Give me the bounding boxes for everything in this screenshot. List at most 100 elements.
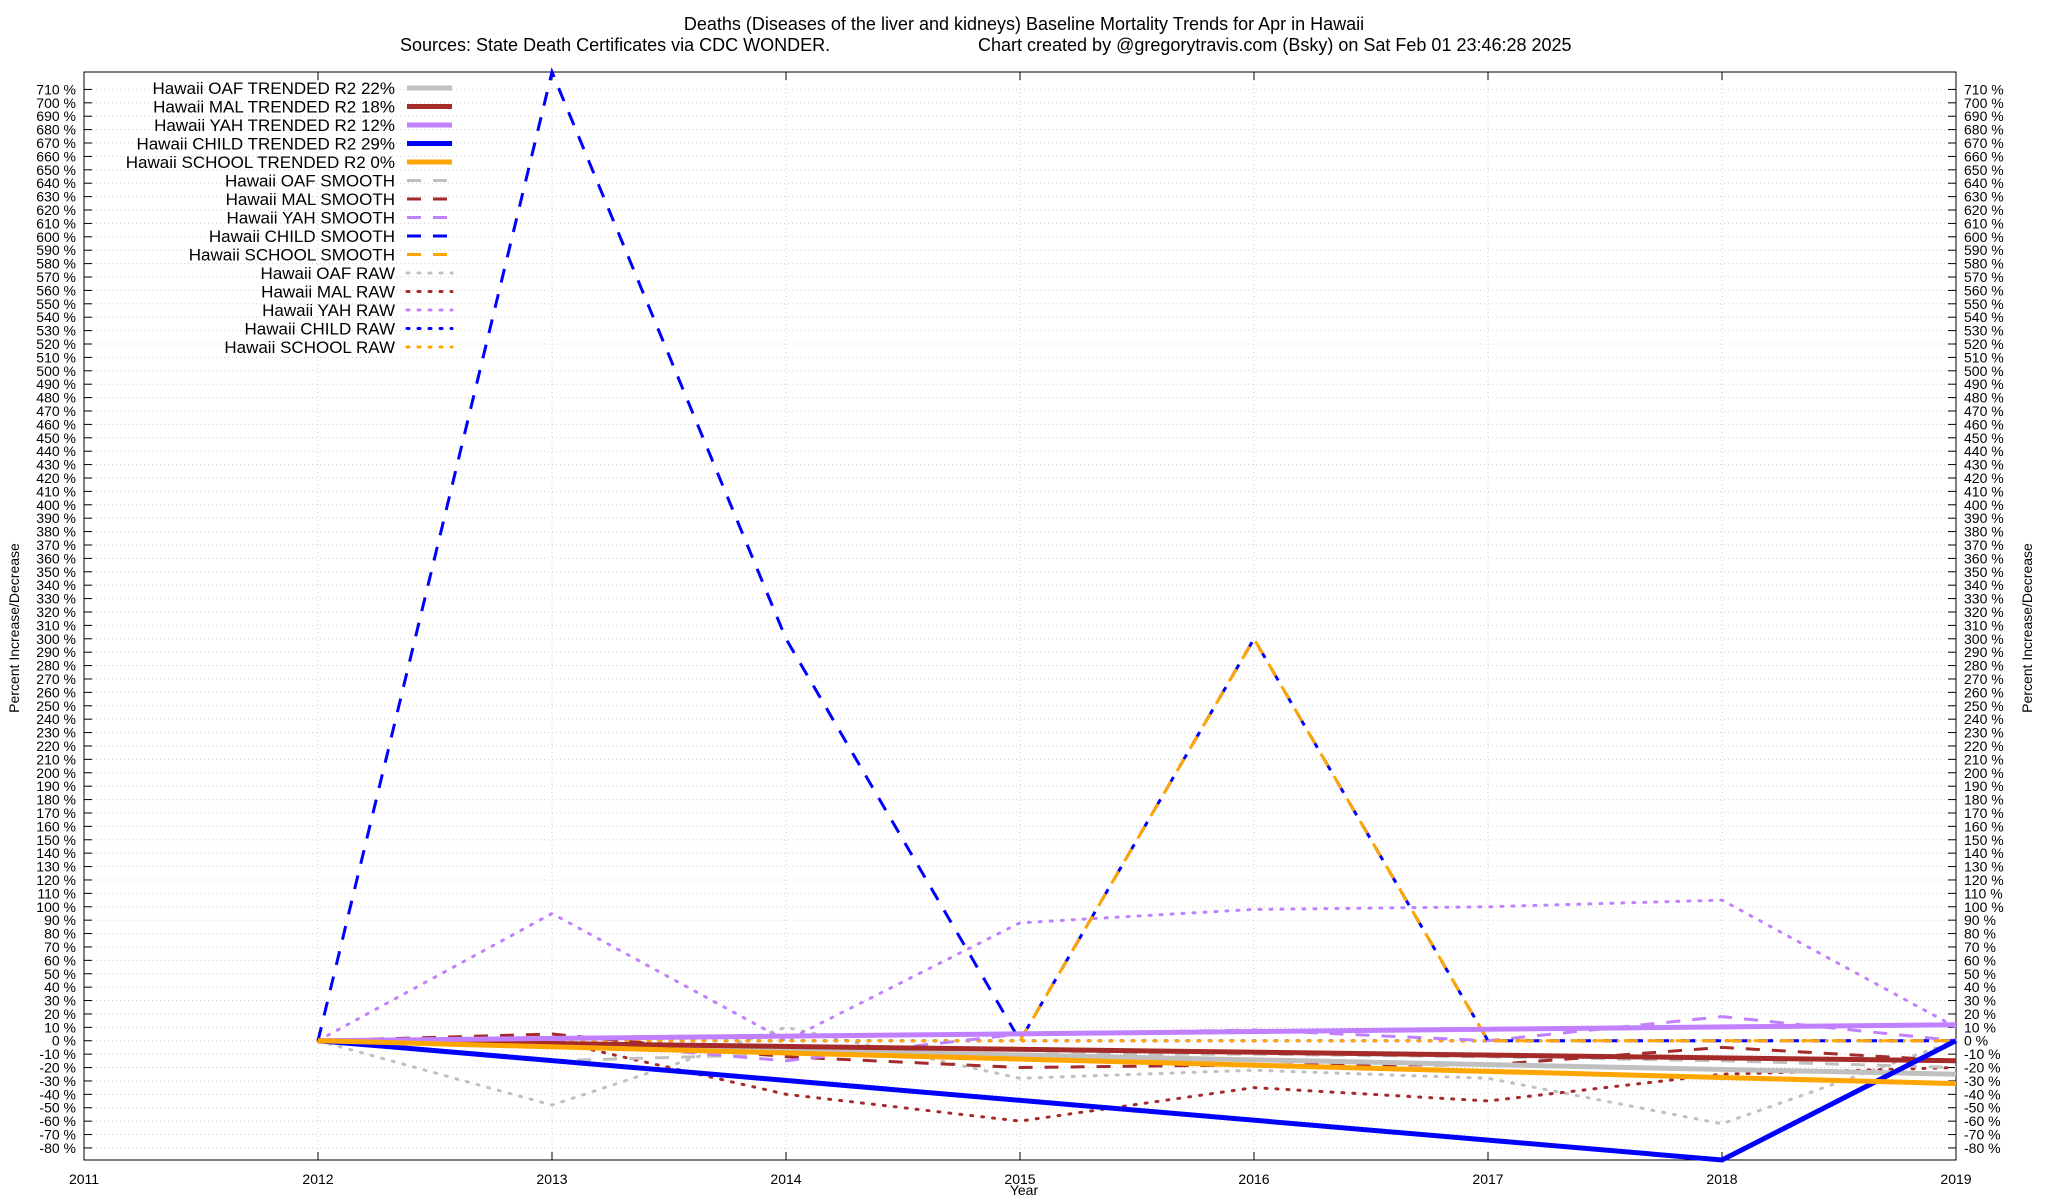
y-tick-label-left: 0 % — [52, 1033, 76, 1049]
series-line-12 — [316, 898, 1958, 1043]
y-tick-label-left: 20 % — [44, 1006, 76, 1022]
y-tick-label-right: 150 % — [1964, 832, 2004, 848]
y-tick-label-right: 80 % — [1964, 926, 1996, 942]
y-tick-label-left: 340 % — [36, 577, 76, 593]
y-tick-label-right: 180 % — [1964, 792, 2004, 808]
series-line-2 — [317, 1022, 1957, 1044]
y-tick-label-right: 290 % — [1964, 644, 2004, 660]
y-tick-label-left: -70 % — [39, 1127, 76, 1143]
legend-entry-label: Hawaii OAF TRENDED R2 22% — [153, 79, 395, 98]
y-tick-label-left: 560 % — [36, 282, 76, 298]
y-tick-label-right: -10 % — [1964, 1046, 2001, 1062]
y-tick-label-right: 550 % — [1964, 296, 2004, 312]
y-tick-label-right: 210 % — [1964, 751, 2004, 767]
y-tick-label-right: -20 % — [1964, 1060, 2001, 1076]
y-tick-label-left: 30 % — [44, 993, 76, 1009]
y-tick-label-right: 560 % — [1964, 282, 2004, 298]
y-tick-label-right: 530 % — [1964, 323, 2004, 339]
y-tick-label-left: 200 % — [36, 765, 76, 781]
y-tick-label-left: 40 % — [44, 979, 76, 995]
y-tick-label-left: 450 % — [36, 430, 76, 446]
y-tick-label-left: 580 % — [36, 256, 76, 272]
y-tick-label-left: 250 % — [36, 698, 76, 714]
y-axis-label-left: Percent Increase/Decrease — [6, 543, 22, 713]
y-tick-label-right: 230 % — [1964, 725, 2004, 741]
y-tick-label-right: 520 % — [1964, 336, 2004, 352]
chart-subtitle-sources: Sources: State Death Certificates via CD… — [400, 35, 830, 55]
y-tick-label-left: 330 % — [36, 591, 76, 607]
y-tick-label-left: 540 % — [36, 309, 76, 325]
y-tick-label-left: 230 % — [36, 725, 76, 741]
y-tick-label-right: 320 % — [1964, 604, 2004, 620]
y-tick-label-left: 630 % — [36, 189, 76, 205]
y-tick-label-right: 220 % — [1964, 738, 2004, 754]
y-tick-label-left: 280 % — [36, 658, 76, 674]
legend-entry-label: Hawaii OAF RAW — [261, 264, 395, 283]
y-tick-label-right: -80 % — [1964, 1140, 2001, 1156]
y-tick-label-left: 590 % — [36, 242, 76, 258]
y-tick-label-left: -20 % — [39, 1060, 76, 1076]
y-tick-label-right: 440 % — [1964, 443, 2004, 459]
y-tick-label-left: 710 % — [36, 81, 76, 97]
y-tick-label-left: 620 % — [36, 202, 76, 218]
y-tick-label-left: 600 % — [36, 229, 76, 245]
y-tick-label-right: 120 % — [1964, 872, 2004, 888]
y-tick-label-left: 640 % — [36, 175, 76, 191]
y-tick-label-right: 300 % — [1964, 631, 2004, 647]
y-tick-label-left: 160 % — [36, 818, 76, 834]
y-tick-label-right: 140 % — [1964, 845, 2004, 861]
x-tick-label: 2019 — [1940, 1171, 1971, 1187]
y-tick-label-left: 690 % — [36, 108, 76, 124]
y-tick-label-left: 190 % — [36, 778, 76, 794]
y-tick-label-right: 420 % — [1964, 470, 2004, 486]
y-tick-label-left: 380 % — [36, 524, 76, 540]
x-tick-label: 2013 — [536, 1171, 567, 1187]
y-tick-label-left: 570 % — [36, 269, 76, 285]
y-tick-label-right: 200 % — [1964, 765, 2004, 781]
y-tick-label-right: 240 % — [1964, 711, 2004, 727]
y-tick-label-right: 660 % — [1964, 148, 2004, 164]
chart-title: Deaths (Diseases of the liver and kidney… — [684, 14, 1364, 34]
y-tick-label-right: -30 % — [1964, 1073, 2001, 1089]
y-tick-label-left: 320 % — [36, 604, 76, 620]
y-tick-label-right: 100 % — [1964, 899, 2004, 915]
y-tick-label-left: 140 % — [36, 845, 76, 861]
y-tick-label-left: 410 % — [36, 483, 76, 499]
y-tick-label-left: 460 % — [36, 416, 76, 432]
y-tick-label-right: 280 % — [1964, 658, 2004, 674]
legend-entry-label: Hawaii CHILD RAW — [244, 320, 395, 339]
y-tick-label-right: 30 % — [1964, 993, 1996, 1009]
y-tick-label-right: -40 % — [1964, 1086, 2001, 1102]
legend-entry-label: Hawaii SCHOOL TRENDED R2 0% — [126, 153, 395, 172]
y-tick-label-right: 540 % — [1964, 309, 2004, 325]
y-tick-label-left: 120 % — [36, 872, 76, 888]
y-tick-label-left: 170 % — [36, 805, 76, 821]
y-tick-label-left: 80 % — [44, 926, 76, 942]
legend-entry-label: Hawaii YAH SMOOTH — [227, 209, 395, 228]
y-tick-label-left: 350 % — [36, 564, 76, 580]
y-tick-label-right: 130 % — [1964, 859, 2004, 875]
y-tick-label-left: 180 % — [36, 792, 76, 808]
y-tick-label-right: 10 % — [1964, 1019, 1996, 1035]
y-tick-label-left: 360 % — [36, 550, 76, 566]
y-tick-label-right: 430 % — [1964, 457, 2004, 473]
y-tick-label-right: 640 % — [1964, 175, 2004, 191]
y-tick-label-right: 350 % — [1964, 564, 2004, 580]
y-tick-label-left: -30 % — [39, 1073, 76, 1089]
y-tick-label-right: 650 % — [1964, 162, 2004, 178]
y-tick-label-left: 100 % — [36, 899, 76, 915]
y-tick-label-left: 680 % — [36, 122, 76, 138]
y-tick-label-left: 480 % — [36, 390, 76, 406]
x-tick-label: 2015 — [1004, 1171, 1035, 1187]
y-tick-label-left: 210 % — [36, 751, 76, 767]
x-tick-label: 2017 — [1472, 1171, 1503, 1187]
legend-entry-label: Hawaii OAF SMOOTH — [225, 172, 395, 191]
y-tick-label-right: 0 % — [1964, 1033, 1988, 1049]
y-tick-label-right: 40 % — [1964, 979, 1996, 995]
y-tick-label-right: 610 % — [1964, 215, 2004, 231]
x-tick-label: 2014 — [770, 1171, 801, 1187]
y-tick-label-left: 440 % — [36, 443, 76, 459]
y-tick-label-right: 160 % — [1964, 818, 2004, 834]
